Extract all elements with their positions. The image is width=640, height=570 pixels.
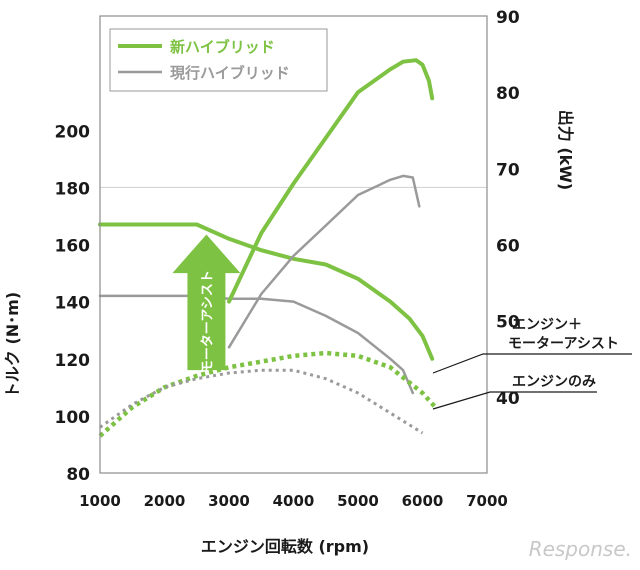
callout-engine-leader [432, 391, 597, 410]
y-right-axis-title: 出力 (kW) [556, 110, 575, 191]
x-tick-label: 1000 [79, 492, 121, 510]
y-left-axis-title: トルク (N･m) [3, 292, 22, 398]
watermark: Response. [529, 537, 632, 561]
motor-assist-arrow-label: モーターアシスト [200, 270, 215, 373]
x-tick-label: 6000 [402, 492, 444, 510]
series-line-3 [227, 174, 421, 349]
series-line-0 [98, 222, 435, 361]
x-tick-label: 7000 [466, 492, 508, 510]
y-left-tick-label: 140 [55, 294, 91, 314]
callout-motor-line1: エンジン＋ [512, 317, 582, 333]
x-tick-label: 3000 [208, 492, 250, 510]
y-right-tick-label: 40 [496, 389, 520, 409]
x-tick-label: 2000 [144, 492, 186, 510]
legend-box [109, 28, 328, 92]
y-right-tick-label: 60 [496, 237, 520, 257]
y-left-tick-label: 200 [55, 122, 91, 142]
y-left-tick-label: 120 [55, 351, 91, 371]
y-right-tick-label: 90 [496, 8, 520, 28]
motor-assist-arrow [172, 234, 241, 371]
x-tick-label: 4000 [273, 492, 315, 510]
y-right-tick-label: 50 [496, 313, 520, 333]
series-line-2 [227, 58, 435, 304]
y-left-tick-label: 80 [66, 465, 90, 485]
x-tick-label: 5000 [337, 492, 379, 510]
callout-motor-leader [432, 353, 632, 374]
series-line-5 [99, 368, 424, 435]
y-right-tick-label: 70 [496, 160, 520, 180]
callout-motor-line2: モーターアシスト [508, 336, 619, 352]
y-left-tick-label: 100 [55, 408, 91, 428]
x-axis-title: エンジン回転数 (rpm) [201, 537, 369, 556]
callout-engine-label: エンジンのみ [512, 374, 596, 390]
series-line-1 [98, 294, 415, 395]
y-left-tick-label: 160 [55, 237, 91, 257]
legend-label: 新ハイブリッド [170, 38, 275, 56]
legend-label: 現行ハイブリッド [170, 64, 290, 82]
series-line-4 [98, 350, 438, 438]
y-left-tick-label: 180 [55, 179, 91, 199]
y-right-tick-label: 80 [496, 84, 520, 104]
plot-frame [99, 15, 488, 474]
